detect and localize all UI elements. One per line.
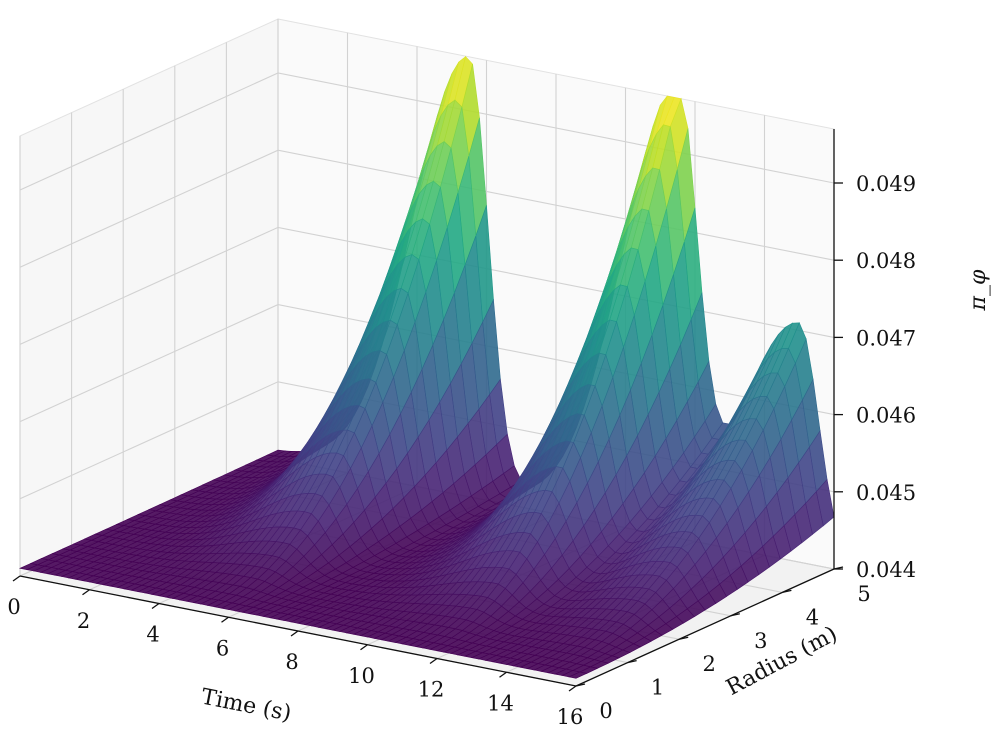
x-tick-label-7: 14 bbox=[487, 691, 514, 715]
x-tick-mark-7 bbox=[499, 671, 507, 678]
y-tick-label-3: 3 bbox=[754, 629, 767, 653]
z-tick-label-2: 0.046 bbox=[856, 404, 916, 428]
z-tick-label-4: 0.048 bbox=[856, 249, 916, 273]
x-tick-mark-1 bbox=[82, 589, 90, 596]
z-axis-label: π_φ bbox=[966, 269, 991, 311]
x-tick-mark-2 bbox=[151, 602, 160, 610]
y-tick-label-2: 2 bbox=[703, 652, 716, 676]
x-tick-label-5: 10 bbox=[348, 664, 375, 688]
y-tick-mark-3 bbox=[730, 613, 740, 617]
x-tick-label-3: 6 bbox=[216, 636, 229, 660]
x-axis-label: Time (s) bbox=[199, 685, 293, 727]
z-tick-label-5: 0.049 bbox=[856, 172, 916, 196]
x-tick-label-6: 12 bbox=[418, 678, 445, 702]
x-tick-label-1: 2 bbox=[77, 609, 90, 633]
surface-cell-79-0 bbox=[568, 671, 588, 679]
y-tick-mark-1 bbox=[627, 659, 637, 664]
x-tick-mark-6 bbox=[429, 657, 438, 665]
x-tick-mark-3 bbox=[221, 616, 229, 623]
surface-mesh bbox=[19, 55, 835, 679]
axes bbox=[12, 128, 844, 692]
x-tick-mark-8 bbox=[568, 685, 577, 692]
x-tick-label-4: 8 bbox=[285, 650, 298, 674]
y-axis-label: Radius (m) bbox=[722, 622, 841, 701]
z-tick-label-3: 0.047 bbox=[856, 326, 916, 350]
y-axis-line bbox=[575, 568, 835, 687]
y-tick-mark-0 bbox=[575, 683, 586, 687]
x-tick-label-0: 0 bbox=[7, 595, 20, 619]
y-tick-label-0: 0 bbox=[599, 699, 612, 723]
y-tick-label-1: 1 bbox=[651, 676, 664, 700]
y-tick-label-5: 5 bbox=[857, 582, 870, 606]
x-tick-label-8: 16 bbox=[557, 705, 584, 729]
x-tick-mark-0 bbox=[12, 575, 21, 582]
x-tick-mark-4 bbox=[290, 630, 299, 637]
y-tick-mark-2 bbox=[679, 636, 689, 640]
x-tick-label-2: 4 bbox=[146, 623, 159, 647]
y-tick-label-4: 4 bbox=[806, 605, 819, 629]
y-tick-mark-4 bbox=[782, 589, 792, 594]
x-tick-mark-5 bbox=[360, 644, 368, 651]
z-tick-label-0: 0.044 bbox=[856, 558, 916, 582]
z-tick-label-1: 0.045 bbox=[856, 481, 916, 505]
